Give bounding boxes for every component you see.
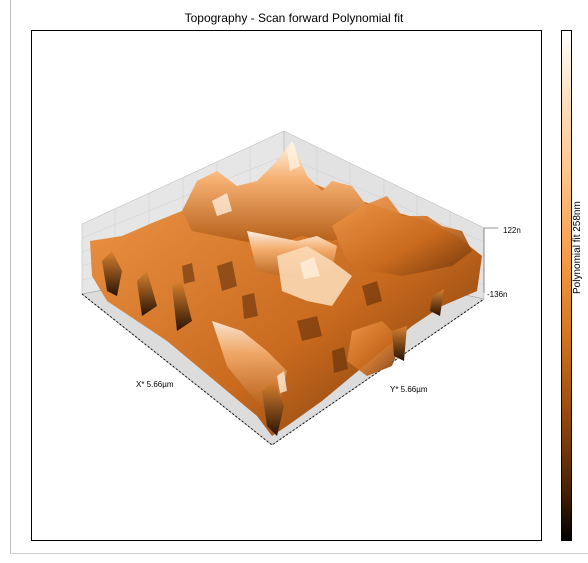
surface-render: X* 5.66µm Y* 5.66µm 122n -136n — [81, 130, 521, 446]
y-axis-label: Y* 5.66µm — [390, 385, 428, 394]
height-colorbar — [561, 30, 572, 541]
x-axis-label: X* 5.66µm — [136, 380, 174, 389]
topography-3d-plot[interactable]: X* 5.66µm Y* 5.66µm 122n -136n — [31, 30, 542, 541]
plot-title: Topography - Scan forward Polynomial fit — [184, 11, 404, 25]
z-max-label: 122n — [503, 226, 521, 235]
z-min-label: -136n — [487, 290, 507, 299]
surface-mesh — [90, 141, 482, 436]
frame-border-bottom — [10, 553, 588, 554]
frame-border-left — [10, 0, 11, 553]
colorbar-label: Polynomial fit 258nm — [572, 201, 583, 294]
